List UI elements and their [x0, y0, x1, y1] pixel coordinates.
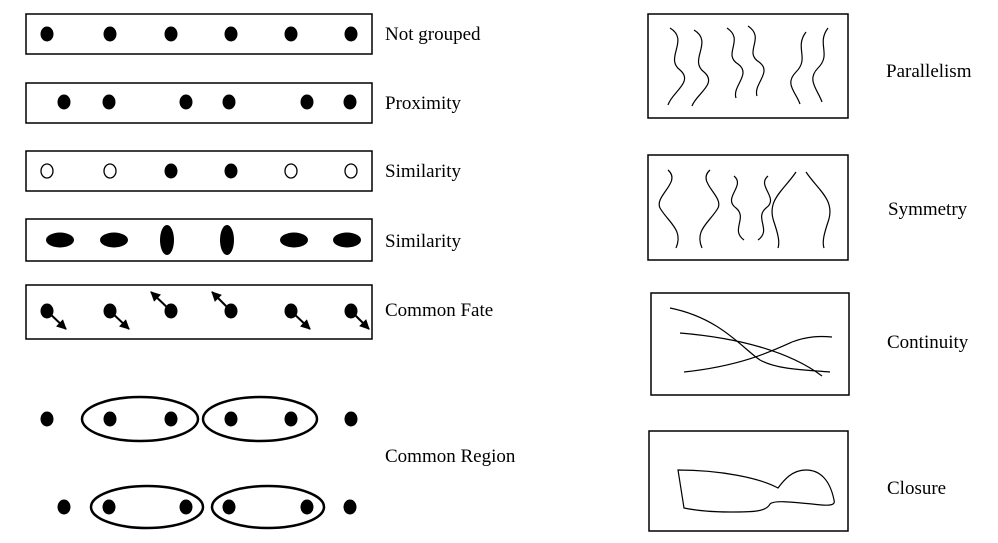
dot — [40, 411, 54, 427]
dot — [300, 94, 314, 110]
curve — [726, 27, 744, 99]
arrow-down-right — [350, 310, 370, 330]
vertical-ellipse — [160, 225, 174, 255]
curve — [812, 27, 829, 103]
panel-frame — [25, 82, 373, 124]
curve — [691, 29, 710, 107]
panel-frame — [25, 284, 373, 340]
dot — [179, 94, 193, 110]
panel-frame — [25, 218, 373, 262]
panel-proximity — [25, 82, 373, 124]
dot — [57, 499, 71, 515]
panel-frame — [647, 13, 849, 119]
dot — [344, 411, 358, 427]
dot — [284, 26, 298, 42]
panel-frame — [25, 150, 373, 192]
curve — [805, 171, 831, 249]
panel-frame — [648, 430, 849, 532]
curve — [669, 307, 831, 373]
panel-similarity-shape — [25, 218, 373, 262]
dot — [222, 499, 236, 515]
dot — [284, 411, 298, 427]
curve — [771, 171, 797, 249]
region-ellipse — [89, 484, 205, 530]
panel-closure — [648, 430, 849, 532]
panel-parallelism — [647, 13, 849, 119]
curve — [757, 175, 772, 241]
label-common-region: Common Region — [385, 446, 516, 467]
curve — [679, 332, 823, 377]
label-not-grouped: Not grouped — [385, 24, 481, 45]
dot — [344, 26, 358, 42]
horizontal-ellipse — [100, 232, 128, 248]
arrow-up-left — [150, 291, 172, 312]
hollow-dot — [284, 163, 298, 179]
curve — [658, 169, 679, 249]
dot — [57, 94, 71, 110]
dot — [343, 499, 357, 515]
arrow-down-right — [290, 310, 311, 330]
dot — [224, 26, 238, 42]
dot — [179, 499, 193, 515]
vertical-ellipse — [220, 225, 234, 255]
arrow-up-left — [211, 291, 232, 312]
panel-continuity — [650, 292, 850, 396]
curve — [667, 27, 686, 106]
label-similarity-shape: Similarity — [385, 231, 462, 252]
closed-shape — [677, 469, 835, 513]
arrow-down-right — [46, 310, 67, 330]
curve — [747, 25, 765, 97]
region-ellipse — [210, 484, 326, 530]
label-parallelism: Parallelism — [886, 61, 972, 82]
dot — [102, 499, 116, 515]
dot — [164, 26, 178, 42]
dot — [224, 163, 238, 179]
label-similarity-color: Similarity — [385, 161, 462, 182]
dot — [40, 26, 54, 42]
region-ellipse — [80, 395, 200, 443]
dot — [164, 411, 178, 427]
dot — [102, 94, 116, 110]
horizontal-ellipse — [46, 232, 74, 248]
hollow-dot — [40, 163, 54, 179]
label-common-fate: Common Fate — [385, 300, 493, 321]
horizontal-ellipse — [333, 232, 361, 248]
curve — [730, 175, 745, 241]
curve — [790, 31, 807, 105]
panel-common-region — [40, 395, 358, 530]
dot — [103, 411, 117, 427]
dot — [224, 411, 238, 427]
panel-frame — [25, 13, 373, 55]
dot — [300, 499, 314, 515]
dot — [103, 26, 117, 42]
panel-symmetry — [647, 154, 849, 261]
dot — [343, 94, 357, 110]
label-proximity: Proximity — [385, 93, 462, 114]
panel-common-fate — [25, 284, 373, 340]
region-ellipse — [201, 395, 319, 443]
dot — [164, 163, 178, 179]
label-continuity: Continuity — [887, 332, 969, 353]
hollow-dot — [103, 163, 117, 179]
panel-not-grouped — [25, 13, 373, 55]
panel-similarity-color — [25, 150, 373, 192]
label-symmetry: Symmetry — [888, 199, 968, 220]
hollow-dot — [344, 163, 358, 179]
curve — [699, 169, 720, 249]
curve — [683, 335, 833, 373]
label-closure: Closure — [887, 478, 946, 499]
dot — [222, 94, 236, 110]
horizontal-ellipse — [280, 232, 308, 248]
panel-frame — [647, 154, 849, 261]
arrow-down-right — [109, 310, 130, 330]
